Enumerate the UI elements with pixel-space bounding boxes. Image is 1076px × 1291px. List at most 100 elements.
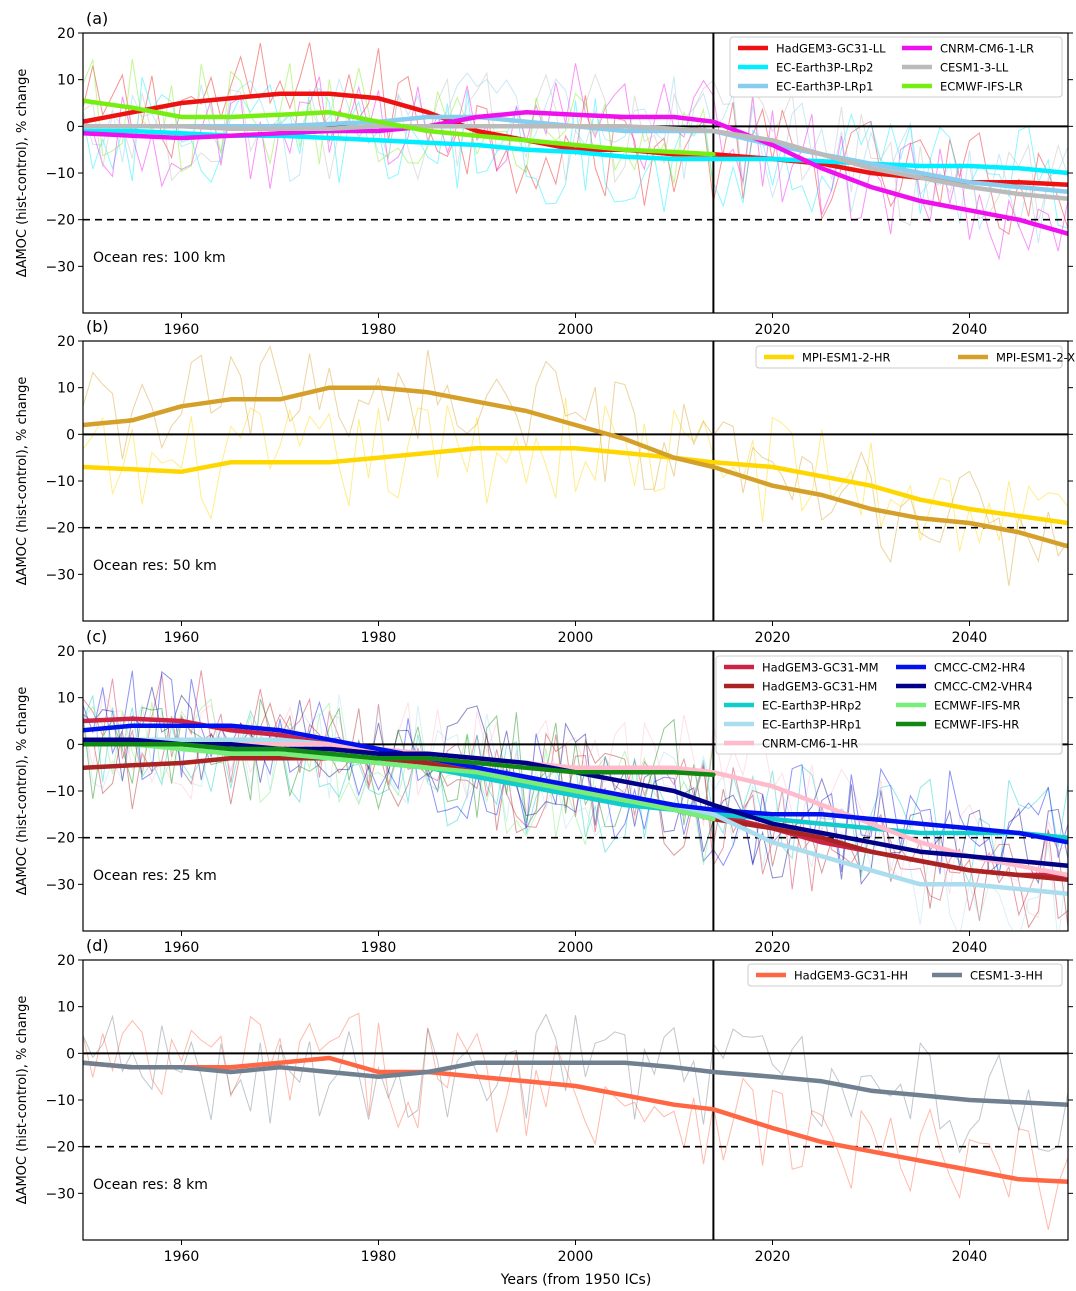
y-tick-label: 20 [57,334,75,350]
x-tick-label: 2040 [952,1249,988,1265]
legend-entry: HadGEM3-GC31-MM [762,661,879,675]
x-tick-label: 2020 [755,322,791,338]
y-axis-label: ΔAMOC (hist-control), % change [15,377,30,586]
y-axis-label: ΔAMOC (hist-control), % change [15,687,30,896]
legend-entry: HadGEM3-GC31-HH [794,969,908,983]
x-axis-label: Years (from 1950 ICs) [500,1272,652,1288]
x-tick-label: 1980 [361,940,397,956]
legend-entry: ECMWF-IFS-HR [934,718,1019,732]
legend-entry: CMCC-CM2-VHR4 [934,680,1033,694]
x-tick-label: 2040 [952,940,988,956]
legend-box [755,345,1063,369]
resolution-annotation: Ocean res: 50 km [93,558,217,574]
legend-entry: CNRM-CM6-1-LR [940,42,1034,56]
y-tick-label: −10 [45,784,75,800]
ensemble-member-line [83,686,1068,886]
legend-entry: EC-Earth3P-HRp2 [762,699,862,713]
resolution-annotation: Ocean res: 100 km [93,250,226,266]
x-tick-label: 2020 [755,940,791,956]
ensemble-member-line [83,1013,1068,1154]
ensemble-member-line [83,1012,1068,1230]
y-tick-label: −20 [45,213,75,229]
legend-entry: ECMWF-IFS-MR [934,699,1021,713]
series-line-CNRM-CM6-1-LR [83,110,1068,236]
resolution-annotation: Ocean res: 25 km [93,868,217,884]
x-tick-label: 2000 [558,1249,594,1265]
legend-entry: HadGEM3-GC31-LL [776,42,886,56]
legend: HadGEM3-GC31-MM HadGEM3-GC31-HM EC-Earth3P… [715,655,1063,755]
y-tick-label: 0 [66,1046,75,1062]
legend-entry: CESM1-3-LL [940,61,1009,75]
y-tick-label: 0 [66,737,75,753]
y-axis-label: ΔAMOC (hist-control), % change [15,996,30,1205]
series-line-CESM1-3-HH [83,1060,1068,1107]
legend: MPI-ESM1-2-HR MPI-ESM1-2-XR [755,345,1076,369]
y-tick-label: 10 [57,691,75,707]
y-tick-label: −20 [45,831,75,847]
legend: HadGEM3-GC31-LL EC-Earth3P-LRp2 EC-Earth3P… [729,36,1063,98]
legend-entry: CESM1-3-HH [970,969,1043,983]
x-tick-label: 1960 [164,630,200,646]
x-tick-label: 1960 [164,322,200,338]
legend-entry: MPI-ESM1-2-HR [802,351,890,365]
y-tick-label: 0 [66,119,75,135]
x-tick-label: 1960 [164,1249,200,1265]
series-line-ECMWF-IFS-MR [83,742,716,822]
legend-entry: HadGEM3-GC31-HM [762,680,877,694]
panel-a: 20 10 0 −10 −20 −30 1960 1980 2000 2020 2040 (a) Oce… [15,9,1073,338]
legend-entry: EC-Earth3P-HRp1 [762,718,862,732]
panel-label: (d) [86,936,109,955]
series-line-ECMWF-IFS-HR [83,742,716,777]
x-tick-label: 2040 [952,630,988,646]
panel-d: 20 10 0 −10 −20 −30 1960 1980 2000 2020 2040 (d) Oce… [15,936,1073,1265]
y-tick-label: −20 [45,521,75,537]
ensemble-members [83,345,1068,586]
series-line-ECMWF-IFS-LR [83,98,716,157]
legend-entry: CMCC-CM2-HR4 [934,661,1026,675]
y-tick-label: 0 [66,427,75,443]
ensemble-means [83,716,1068,896]
panel-label: (a) [86,9,108,28]
x-tick-label: 1960 [164,940,200,956]
panel-label: (b) [86,317,109,336]
ensemble-means [83,91,1068,236]
ensemble-member-line [83,71,1068,226]
series-line-MPI-ESM1-2-HR [83,446,1068,526]
x-tick-label: 1980 [361,1249,397,1265]
y-tick-label: 10 [57,73,75,89]
ensemble-member-line [83,77,1068,229]
panel-b: 20 10 0 −10 −20 −30 1960 1980 2000 2020 2040 (b) Oce… [15,317,1076,646]
resolution-annotation: Ocean res: 8 km [93,1177,208,1193]
y-tick-label: 20 [57,644,75,660]
y-tick-label: 10 [57,1000,75,1016]
legend-entry: MPI-ESM1-2-XR [996,351,1076,365]
series-line-CMCC-CM2-HR4 [83,723,1068,845]
legend-entry: EC-Earth3P-LRp2 [776,61,873,75]
y-tick-label: 20 [57,26,75,42]
y-tick-label: −10 [45,1093,75,1109]
panel-label: (c) [86,627,107,646]
plot-frame [82,340,1069,622]
ensemble-member-line [83,72,1068,243]
y-tick-label: −30 [45,567,75,583]
ensemble-member-line [83,63,1068,261]
ensemble-members [83,1012,1068,1230]
series-line-CESM1-3-LL [83,124,1068,201]
x-tick-label: 1980 [361,322,397,338]
y-tick-label: 20 [57,953,75,969]
x-tick-label: 2000 [558,940,594,956]
legend: HadGEM3-GC31-HH CESM1-3-HH [747,963,1063,987]
ensemble-means [83,385,1068,549]
y-tick-label: −30 [45,259,75,275]
y-tick-label: 10 [57,381,75,397]
x-tick-label: 2000 [558,322,594,338]
legend-box [747,963,1063,987]
y-tick-label: −30 [45,877,75,893]
x-tick-label: 1980 [361,630,397,646]
ensemble-member-line [83,345,1068,586]
panel-c: 20 10 0 −10 −20 −30 1960 1980 2000 2020 2040 (c) Oce… [15,627,1073,956]
legend-entry: EC-Earth3P-LRp1 [776,80,873,94]
legend-box [729,36,1063,98]
